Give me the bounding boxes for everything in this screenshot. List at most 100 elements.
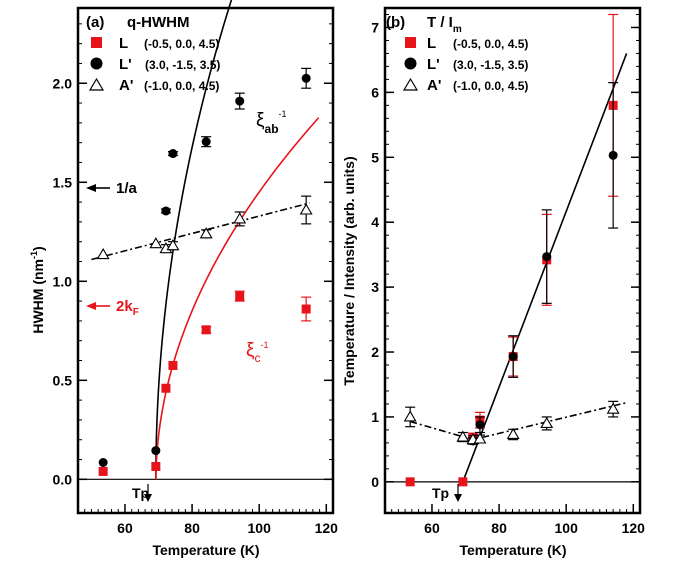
y-tick-label: 0.0 [53,471,73,487]
data-point-triangle-open [233,212,247,224]
annotation-tp-a: Tp [132,484,152,502]
data-point-triangle-open [473,432,487,444]
y-tick-label: 3 [371,279,379,295]
data-point-circle [508,352,518,362]
y-tick-label: 0 [371,474,379,490]
x-tick-label: 120 [622,520,646,536]
data-point-circle [201,137,211,147]
legend-b-marker-Ap [402,77,419,91]
data-point-triangle-open [96,247,110,260]
panel-a-ticks: 60 80 100 120 0.0 0.5 1.0 1.5 2.0 [53,23,339,536]
annotation-xi-ab: ξab-1 [256,109,287,136]
x-tick-label: 60 [424,520,440,536]
data-point-triangle-open [606,402,620,414]
data-point-circle [98,458,108,467]
data-point-square [405,477,415,487]
data-point-circle [301,73,311,83]
data-point-circle [161,206,171,216]
legend-b-Lp-hkl: (3.0, -1.5, 3.5) [453,58,528,72]
panel-a-fit-lines [91,0,320,480]
annotation-xi-ab-text: ξab-1 [256,109,287,136]
data-point-triangle-open [166,239,180,251]
legend-b-L-name: L [427,35,436,52]
data-point-triangle-open [540,416,554,428]
data-point-circle [608,150,618,160]
y-tick-label: 2 [371,344,379,360]
y-tick-label: 0.5 [53,372,73,388]
data-point-square [168,360,178,370]
panel-b-title: T / Im [427,14,462,35]
x-tick-label: 80 [184,520,200,536]
annotation-tp-a-text: Tp [132,485,149,501]
legend-b-Lp-name: L' [427,56,440,73]
y-tick-label: 1 [371,409,379,425]
x-tick-label: 100 [248,520,272,536]
legend-b-L-hkl: (-0.5, 0.0, 4.5) [453,37,528,51]
annotation-tp-b-text: Tp [432,485,449,501]
data-point-triangle-open [506,427,520,440]
panel-b-data-marks [403,13,620,487]
panel-b: 60 80 100 120 0 1 2 3 4 5 6 7 (b) T / Im L (-0.5, 0… [341,6,646,558]
legend-b-Ap-hkl: (-1.0, 0.0, 4.5) [453,79,528,93]
data-point-square [98,466,108,476]
y-tick-label: 1.5 [53,174,73,190]
y-tick-label: 5 [371,149,379,165]
panel-a-legend: L (-0.5, 0.0, 4.5) L' (3.0, -1.5, 3.5) A… [88,35,220,94]
panel-b-ylabel: Temperature / Intensity (arb. units) [341,156,357,385]
panel-a-xlabel: Temperature (K) [152,542,259,558]
data-point-square [458,477,468,487]
x-tick-label: 60 [117,520,133,536]
x-tick-label: 80 [491,520,507,536]
data-point-square [301,304,311,314]
annotation-1a-text: 1/a [116,180,138,197]
x-tick-label: 120 [315,520,339,536]
y-tick-label: 1.0 [53,273,73,289]
data-point-circle [235,96,245,106]
y-tick-label: 7 [371,19,379,35]
fit-line-xi_ab_curve [155,0,233,480]
panel-b-label: (b) [386,14,405,31]
y-tick-label: 2.0 [53,75,73,91]
data-point-square [151,461,161,471]
fit-line-linear_fit [462,53,628,483]
annotation-2kf: 2kF [86,298,139,318]
fit-line-xi_c_curve [155,117,320,480]
legend-a-L-hkl: (-0.5, 0.0, 4.5) [144,37,219,51]
panel-a: 60 80 100 120 0.0 0.5 1.0 1.5 2.0 (a) q-HWHM L (… [29,0,338,558]
y-tick-label: 4 [371,214,379,230]
legend-b-Ap-name: A' [427,77,441,94]
annotation-tp-b: Tp [432,484,462,502]
data-point-triangle-open [299,203,313,215]
annotation-xi-c: ξc-1 [246,340,269,365]
data-point-triangle-open [456,430,470,442]
data-point-circle [475,420,485,430]
legend-b-marker-Lp [404,57,417,70]
legend-a-Lp-hkl: (3.0, -1.5, 3.5) [145,58,220,72]
legend-a-Ap-hkl: (-1.0, 0.0, 4.5) [144,79,219,93]
data-point-circle [151,446,161,456]
legend-b-marker-L [405,37,416,48]
legend-a-marker-Lp [90,57,103,70]
annotation-1a: 1/a [86,180,138,197]
legend-a-Ap-name: A' [119,77,133,94]
data-point-square [201,325,211,335]
annotation-xi-c-text: ξc-1 [246,340,269,365]
panel-a-label: (a) [86,14,104,31]
x-tick-label: 100 [555,520,579,536]
y-tick-label: 6 [371,84,379,100]
legend-a-marker-L [91,37,102,48]
panel-a-data-marks [96,67,313,476]
legend-a-Lp-name: L' [119,56,132,73]
data-point-triangle-open [149,237,163,249]
panel-a-ylabel: HWHM (nm-1) [29,246,46,333]
legend-a-marker-Ap [88,77,105,91]
data-point-circle [542,252,552,262]
data-point-triangle-open [403,410,417,422]
panel-a-title: q-HWHM [127,14,189,31]
panel-b-legend: L (-0.5, 0.0, 4.5) L' (3.0, -1.5, 3.5) A… [402,35,528,94]
data-point-triangle-open [199,227,213,239]
panel-b-ticks: 60 80 100 120 0 1 2 3 4 5 6 7 [371,13,646,536]
data-point-square [161,383,171,393]
data-point-circle [168,149,178,159]
